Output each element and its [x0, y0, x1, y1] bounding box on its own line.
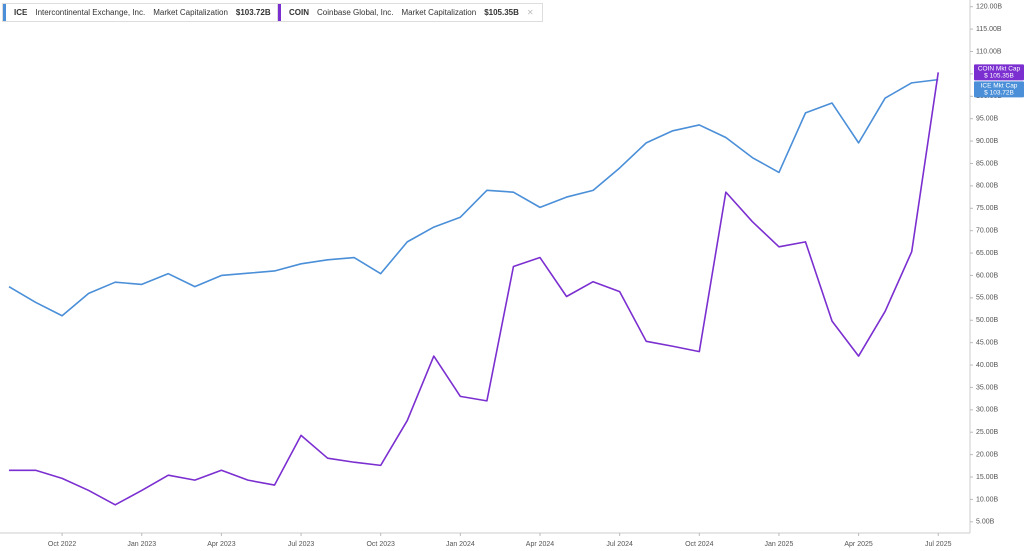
- y-tick-label: 75.00B: [976, 205, 999, 212]
- x-tick-label: Jul 2023: [288, 541, 315, 548]
- company: Coinbase Global, Inc.: [317, 8, 394, 17]
- x-tick-label: Jan 2025: [765, 541, 794, 548]
- y-tick-label: 20.00B: [976, 451, 999, 458]
- y-tick-label: 55.00B: [976, 295, 999, 302]
- legend-item[interactable]: COIN Coinbase Global, Inc. Market Capita…: [277, 3, 543, 22]
- end-label-name: COIN Mkt Cap: [978, 66, 1021, 73]
- legend-swatch: [278, 4, 281, 21]
- x-tick-label: Jan 2023: [127, 541, 156, 548]
- y-tick-label: 90.00B: [976, 138, 999, 145]
- y-tick-label: 50.00B: [976, 317, 999, 324]
- x-tick-label: Apr 2024: [526, 541, 555, 548]
- x-tick-label: Apr 2023: [207, 541, 236, 548]
- ticker: COIN: [289, 8, 309, 17]
- value: $105.35B: [484, 8, 519, 17]
- end-label-box: [974, 64, 1024, 81]
- y-tick-label: 65.00B: [976, 250, 999, 257]
- company: Intercontinental Exchange, Inc.: [35, 8, 146, 17]
- y-tick-label: 30.00B: [976, 407, 999, 414]
- value: $103.72B: [235, 8, 271, 17]
- legend-swatch: [3, 4, 6, 21]
- y-tick-label: 110.00B: [976, 48, 1002, 55]
- y-tick-label: 85.00B: [976, 160, 999, 167]
- end-label: COIN Mkt Cap$ 105.35B: [974, 64, 1024, 81]
- y-tick-label: 60.00B: [976, 272, 999, 279]
- y-tick-label: 35.00B: [976, 384, 999, 391]
- y-tick-label: 10.00B: [976, 496, 999, 503]
- y-tick-label: 70.00B: [976, 228, 999, 235]
- y-tick-label: 40.00B: [976, 362, 999, 369]
- x-tick-label: Jul 2025: [925, 541, 952, 548]
- y-tick-label: 5.00B: [976, 519, 995, 526]
- series-line: [8, 78, 939, 317]
- close-icon[interactable]: ✕: [526, 8, 534, 17]
- end-label-value: $ 105.35B: [984, 73, 1014, 80]
- y-tick-label: 95.00B: [976, 116, 999, 123]
- metric: Market Capitalization: [153, 8, 228, 17]
- y-tick-label: 80.00B: [976, 183, 999, 190]
- end-label-box: [974, 81, 1024, 98]
- y-tick-label: 120.00B: [976, 4, 1002, 11]
- legend-item[interactable]: ICE Intercontinental Exchange, Inc. Mark…: [2, 3, 295, 22]
- y-tick-label: 15.00B: [976, 474, 999, 481]
- ticker: ICE: [14, 8, 28, 17]
- y-tick-label: 115.00B: [976, 26, 1002, 33]
- y-tick-label: 45.00B: [976, 339, 999, 346]
- x-tick-label: Jan 2024: [446, 541, 475, 548]
- series-line: [9, 72, 940, 506]
- metric: Market Capitalization: [401, 8, 477, 17]
- x-tick-label: Oct 2022: [48, 541, 77, 548]
- y-tick-label: 25.00B: [976, 429, 999, 436]
- x-tick-label: Jul 2024: [606, 541, 633, 548]
- x-tick-label: Oct 2024: [685, 541, 714, 548]
- end-label-name: ICE Mkt Cap: [981, 83, 1018, 90]
- end-label-value: $ 103.72B: [984, 90, 1014, 97]
- x-tick-label: Apr 2025: [844, 541, 873, 548]
- x-tick-label: Oct 2023: [366, 541, 395, 548]
- end-label: ICE Mkt Cap$ 103.72B: [974, 81, 1024, 98]
